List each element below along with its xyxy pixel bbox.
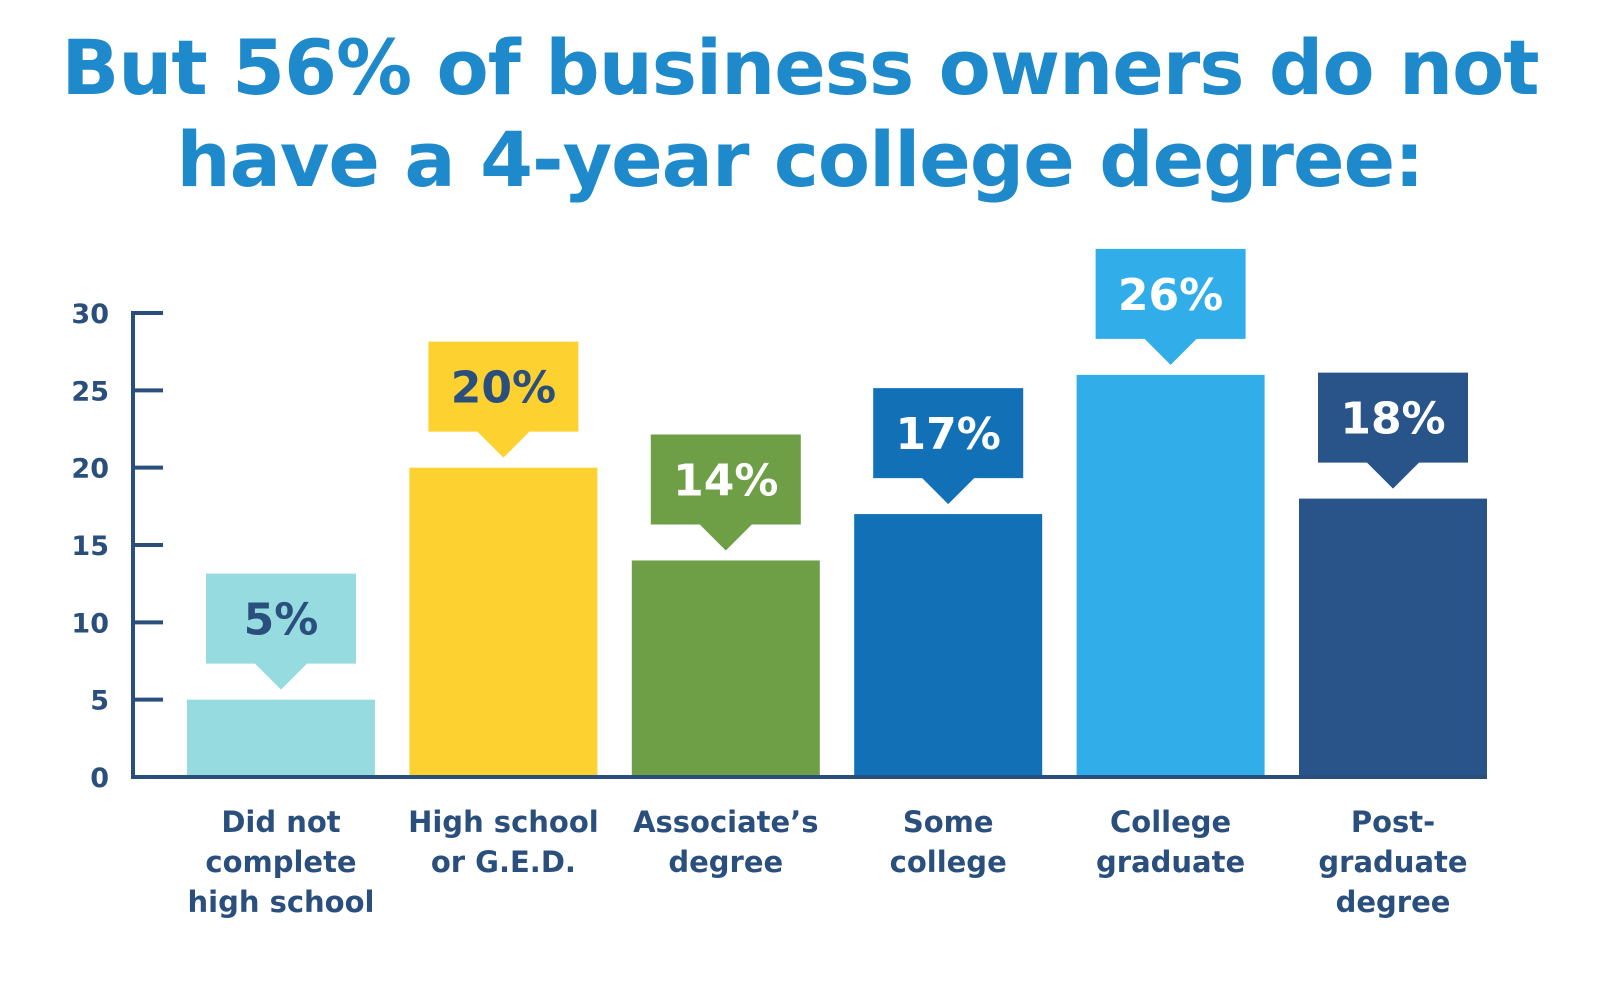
chart-title-line-1: But 56% of business owners do not <box>61 23 1539 112</box>
category-label-line: graduate <box>1318 845 1467 879</box>
category-label-line: Some <box>903 805 994 839</box>
data-labels-layer: 5% 20% 14% 17% 26% 18% <box>206 248 1468 690</box>
bar <box>1076 374 1265 775</box>
category-label-line: High school <box>408 805 599 839</box>
category-label-line: Associate’s <box>633 805 818 839</box>
category-label-line: high school <box>188 885 375 919</box>
data-label-callout <box>1318 372 1468 489</box>
data-label: 17% <box>896 409 1001 460</box>
category-label-line: degree <box>1336 885 1451 919</box>
category-label: College graduate <box>1096 805 1245 879</box>
bar <box>631 560 820 775</box>
chart-title-line-2: have a 4-year college degree: <box>176 115 1424 204</box>
category-label: Associate’s degree <box>633 805 818 879</box>
category-label-line: Did not <box>221 805 340 839</box>
category-label-line: Post- <box>1351 805 1435 839</box>
category-label-line: degree <box>668 845 783 879</box>
bar <box>1299 498 1487 775</box>
data-label: 5% <box>244 595 319 646</box>
data-label-callout <box>1095 248 1246 365</box>
y-tick-label: 5 <box>90 686 109 717</box>
category-label-line: college <box>890 845 1007 879</box>
category-label: Post-graduate degree <box>1318 805 1467 919</box>
data-label-callout <box>650 434 801 551</box>
category-label: High school or G.E.D. <box>408 805 599 879</box>
category-label-line: College <box>1110 805 1231 839</box>
data-label: 18% <box>1340 394 1445 445</box>
bar <box>409 467 598 775</box>
bar <box>854 514 1043 775</box>
data-label: 26% <box>1118 270 1223 321</box>
y-tick-label: 10 <box>71 608 109 639</box>
y-tick-label: 20 <box>71 454 109 485</box>
y-tick-label: 15 <box>71 531 109 562</box>
data-label-callout <box>428 341 579 458</box>
data-label: 14% <box>673 455 778 506</box>
bar <box>187 699 375 775</box>
y-tick-label: 25 <box>71 376 109 407</box>
category-label-line: complete <box>205 845 356 879</box>
category-label: Did not complete high school <box>188 805 375 919</box>
axis-layer: 0 5 10 15 20 25 30 <box>71 299 1487 794</box>
category-label-line: graduate <box>1096 845 1245 879</box>
category-label-line: or G.E.D. <box>431 845 576 879</box>
category-label: Some college <box>890 805 1007 879</box>
y-tick-label: 0 <box>90 763 109 794</box>
data-label: 20% <box>451 363 556 414</box>
y-tick-label: 30 <box>71 299 109 330</box>
data-label-callout <box>873 388 1024 505</box>
bars-layer <box>187 374 1487 775</box>
category-labels-layer: Did not complete high school High school or … <box>188 805 1468 919</box>
data-label-callout <box>206 573 356 690</box>
chart-title: But 56% of business owners do not have a… <box>0 22 1600 206</box>
